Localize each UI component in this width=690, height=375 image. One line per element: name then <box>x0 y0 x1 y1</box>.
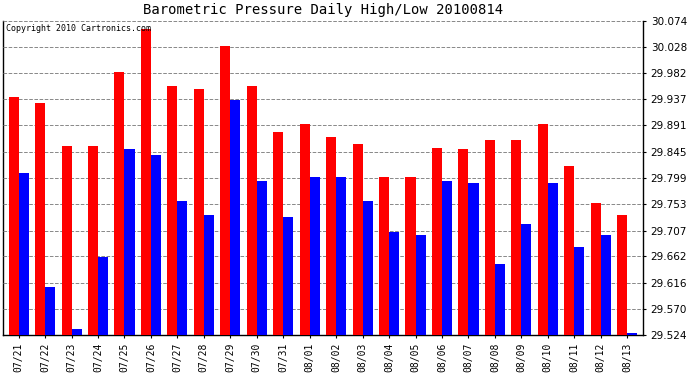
Bar <box>72 329 81 335</box>
Bar <box>283 217 293 335</box>
Bar <box>353 144 363 335</box>
Bar <box>230 100 240 335</box>
Bar <box>336 177 346 335</box>
Bar <box>379 177 389 335</box>
Bar <box>485 140 495 335</box>
Bar <box>617 214 627 335</box>
Bar <box>442 182 452 335</box>
Bar <box>389 232 399 335</box>
Bar <box>406 177 415 335</box>
Bar <box>151 154 161 335</box>
Bar <box>522 224 531 335</box>
Bar <box>574 247 584 335</box>
Bar <box>45 287 55 335</box>
Bar <box>257 182 267 335</box>
Bar <box>495 264 505 335</box>
Bar <box>458 149 469 335</box>
Bar <box>141 29 151 335</box>
Bar <box>564 166 574 335</box>
Bar <box>591 202 601 335</box>
Bar <box>627 333 638 335</box>
Bar <box>177 201 188 335</box>
Bar <box>432 148 442 335</box>
Bar <box>548 183 558 335</box>
Bar <box>310 177 319 335</box>
Text: Copyright 2010 Cartronics.com: Copyright 2010 Cartronics.com <box>6 24 151 33</box>
Bar <box>538 124 548 335</box>
Bar <box>61 146 72 335</box>
Bar <box>273 132 283 335</box>
Title: Barometric Pressure Daily High/Low 20100814: Barometric Pressure Daily High/Low 20100… <box>143 3 503 17</box>
Bar <box>88 146 98 335</box>
Bar <box>326 137 336 335</box>
Bar <box>124 149 135 335</box>
Bar <box>194 89 204 335</box>
Bar <box>98 258 108 335</box>
Bar <box>168 86 177 335</box>
Bar <box>8 98 19 335</box>
Bar <box>19 173 29 335</box>
Bar <box>415 235 426 335</box>
Bar <box>247 86 257 335</box>
Bar <box>204 214 214 335</box>
Bar <box>35 103 45 335</box>
Bar <box>220 46 230 335</box>
Bar <box>363 201 373 335</box>
Bar <box>115 72 124 335</box>
Bar <box>469 183 478 335</box>
Bar <box>601 235 611 335</box>
Bar <box>511 140 522 335</box>
Bar <box>299 124 310 335</box>
